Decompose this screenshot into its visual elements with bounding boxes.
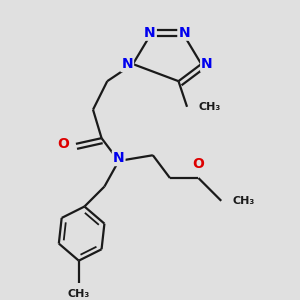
Text: N: N [144, 26, 156, 40]
Text: CH₃: CH₃ [198, 102, 221, 112]
Text: N: N [122, 57, 133, 71]
Text: N: N [201, 57, 213, 71]
Text: O: O [57, 137, 69, 151]
Text: CH₃: CH₃ [68, 289, 90, 299]
Text: O: O [193, 157, 204, 171]
Text: N: N [113, 151, 124, 165]
Text: N: N [178, 26, 190, 40]
Text: CH₃: CH₃ [232, 196, 255, 206]
